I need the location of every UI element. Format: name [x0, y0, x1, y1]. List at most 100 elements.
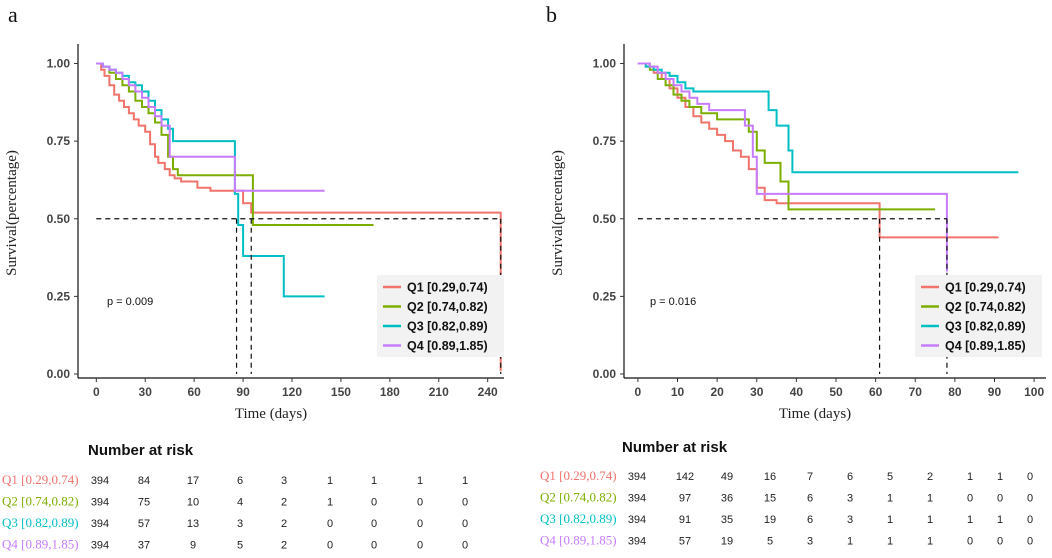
x-tick-label: 10: [671, 385, 685, 399]
x-axis-title: Time (days): [235, 406, 307, 422]
risk-row-label-q2: Q2 [0.74,0.82): [540, 490, 617, 505]
risk-cell: 3: [807, 536, 813, 548]
risk-cell: 2: [281, 497, 287, 509]
risk-cell: 35: [721, 514, 733, 526]
risk-cell: 5: [887, 471, 893, 483]
survival-curve-q1: [96, 62, 502, 371]
risk-cell: 1: [967, 471, 973, 483]
risk-row-label-q1: Q1 [0.29,0.74): [2, 472, 79, 487]
risk-cell: 2: [927, 471, 933, 483]
x-tick-label: 90: [988, 385, 1002, 399]
risk-row-label-q1: Q1 [0.29,0.74): [540, 468, 617, 483]
risk-cell: 1: [927, 536, 933, 548]
risk-row-label-q3: Q3 [0.82,0.89): [540, 511, 617, 526]
risk-cell: 1: [967, 514, 973, 526]
risk-cell: 0: [371, 518, 377, 530]
legend-label-q1: Q1 [0.29,0.74): [407, 281, 488, 295]
legend-label-q3: Q3 [0.82,0.89): [407, 320, 488, 334]
risk-cell: 0: [997, 493, 1003, 505]
x-tick-label: 210: [429, 385, 449, 399]
x-tick-label: 0: [635, 385, 642, 399]
x-tick-label: 50: [829, 385, 843, 399]
x-tick-label: 30: [750, 385, 764, 399]
risk-cell: 6: [237, 475, 243, 487]
x-tick-label: 60: [869, 385, 883, 399]
legend: Q1 [0.29,0.74) Q2 [0.74,0.82) Q3 [0.82,0.8…: [377, 275, 504, 357]
risk-cell: 0: [967, 536, 973, 548]
risk-cell: 0: [967, 493, 973, 505]
x-tick-label: 30: [139, 385, 153, 399]
risk-cell: 1: [887, 536, 893, 548]
risk-cell: 1: [927, 493, 933, 505]
risk-row-label-q4: Q4 [0.89,1.85): [540, 533, 617, 548]
risk-cell: 49: [721, 471, 733, 483]
risk-cell: 19: [721, 536, 733, 548]
x-axis-title: Time (days): [779, 406, 851, 422]
risk-cell: 6: [807, 493, 813, 505]
p-value-label: p = 0.016: [650, 296, 696, 308]
risk-cell: 19: [764, 514, 776, 526]
risk-cell: 0: [462, 540, 468, 552]
y-tick-label: 0.75: [593, 134, 617, 148]
legend-label-q3: Q3 [0.82,0.89): [945, 320, 1026, 334]
risk-cell: 13: [187, 518, 199, 530]
risk-cell: 5: [237, 540, 243, 552]
risk-cell: 2: [281, 540, 287, 552]
risk-cell: 1: [997, 471, 1003, 483]
x-tick-label: 70: [909, 385, 923, 399]
risk-cell: 0: [1027, 493, 1033, 505]
risk-cell: 15: [764, 493, 776, 505]
risk-cell: 394: [91, 497, 109, 509]
risk-cell: 84: [138, 475, 150, 487]
x-tick-label: 20: [710, 385, 724, 399]
risk-cell: 1: [327, 497, 333, 509]
risk-cell: 394: [628, 471, 646, 483]
risk-cell: 2: [281, 518, 287, 530]
risk-cell: 57: [679, 536, 691, 548]
risk-cell: 1: [927, 514, 933, 526]
risk-cell: 394: [91, 475, 109, 487]
risk-cell: 75: [138, 497, 150, 509]
y-tick-label: 1.00: [593, 57, 617, 71]
y-tick-label: 1.00: [47, 57, 71, 71]
risk-cell: 1: [327, 475, 333, 487]
x-tick-label: 180: [380, 385, 400, 399]
risk-cell: 1: [997, 514, 1003, 526]
risk-cell: 6: [807, 514, 813, 526]
risk-cell: 1: [887, 493, 893, 505]
survival-curve-q4: [96, 62, 325, 192]
risk-table-title: Number at risk: [88, 442, 194, 459]
y-tick-label: 0.25: [47, 289, 71, 303]
risk-cell: 394: [628, 536, 646, 548]
risk-cell: 17: [187, 475, 199, 487]
risk-cell: 394: [91, 518, 109, 530]
x-tick-label: 80: [948, 385, 962, 399]
risk-cell: 16: [764, 471, 776, 483]
risk-cell: 97: [679, 493, 691, 505]
risk-row-label-q4: Q4 [0.89,1.85): [2, 537, 79, 552]
risk-cell: 7: [807, 471, 813, 483]
panel-letter: b: [546, 2, 557, 27]
x-tick-label: 120: [282, 385, 302, 399]
y-tick-label: 0.50: [47, 212, 71, 226]
legend-label-q4: Q4 [0.89,1.85): [945, 339, 1026, 353]
legend-label-q2: Q2 [0.74,0.82): [945, 300, 1026, 314]
legend-background: [377, 275, 504, 357]
risk-cell: 10: [187, 497, 199, 509]
x-tick-label: 240: [478, 385, 498, 399]
risk-cell: 0: [417, 518, 423, 530]
survival-curve-q4: [637, 62, 948, 272]
panel-a: a0.000.250.500.751.000 30 60 90 120 150 180 210…: [2, 2, 504, 552]
legend-background: [915, 275, 1042, 357]
y-tick-label: 0.50: [593, 212, 617, 226]
risk-cell: 0: [327, 518, 333, 530]
risk-cell: 0: [371, 540, 377, 552]
risk-cell: 3: [281, 475, 287, 487]
x-tick-label: 100: [1024, 385, 1044, 399]
risk-cell: 57: [138, 518, 150, 530]
risk-cell: 3: [847, 493, 853, 505]
risk-cell: 0: [462, 497, 468, 509]
risk-cell: 36: [721, 493, 733, 505]
